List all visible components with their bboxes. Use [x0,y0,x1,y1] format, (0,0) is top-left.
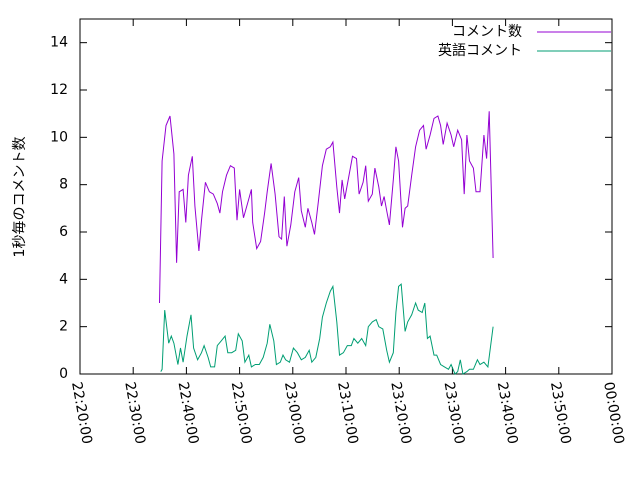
x-tick-label: 22:50:00 [228,381,255,446]
y-tick-label: 8 [59,177,68,193]
series-line-1 [159,111,494,304]
plot-border [79,18,613,375]
y-tick-label: 4 [59,271,68,287]
series-layer [159,111,494,375]
x-tick-label: 23:40:00 [494,381,521,446]
y-axis: 0 2 4 6 8 10 12 14 [50,35,612,382]
x-axis: 22:20:00 22:30:00 22:40:00 22:50:00 23:00:00… [68,19,627,445]
y-tick-label: 14 [50,35,68,51]
x-tick-label: 23:00:00 [281,381,308,446]
legend-label-2: 英語コメント [438,42,522,59]
y-tick-label: 6 [59,224,68,240]
x-tick-label: 22:20:00 [68,381,95,446]
x-tick-label: 23:30:00 [441,381,468,446]
legend-label-1: コメント数 [452,24,522,40]
x-tick-label: 00:00:00 [600,381,627,446]
y-tick-label: 2 [59,319,68,335]
x-tick-label: 23:50:00 [547,381,574,446]
y-axis-label: 1秒毎のコメント数 [12,137,28,258]
y-tick-label: 10 [50,129,68,145]
series-line-2 [160,283,494,375]
y-tick-label: 0 [59,366,68,382]
x-tick-label: 23:10:00 [334,381,361,446]
x-tick-label: 22:30:00 [121,381,148,446]
y-tick-label: 12 [50,82,68,98]
x-tick-label: 23:20:00 [387,381,414,446]
x-tick-label: 22:40:00 [175,381,202,446]
plot-frame [79,18,613,375]
